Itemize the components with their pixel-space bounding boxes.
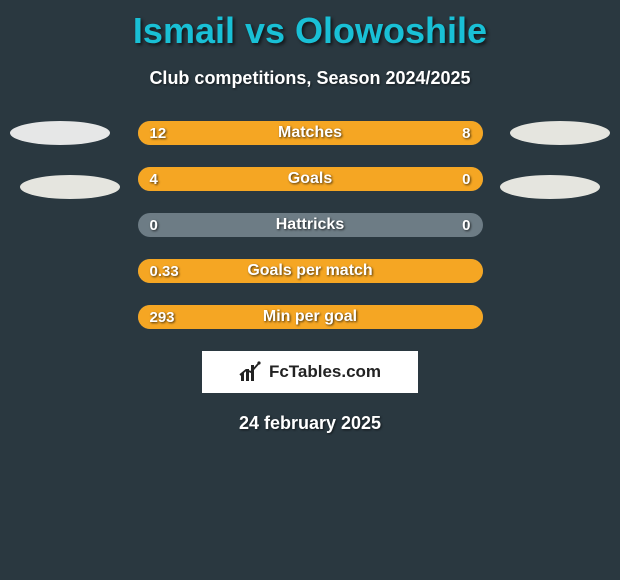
date-label: 24 february 2025 [0, 413, 620, 434]
stats-area: Matches128Goals40Hattricks00Goals per ma… [0, 121, 620, 329]
stat-label: Matches [138, 121, 483, 145]
stat-value-right: 8 [462, 121, 470, 145]
stat-value-left: 4 [150, 167, 158, 191]
page-title: Ismail vs Olowoshile [0, 0, 620, 52]
chart-icon [239, 361, 261, 383]
site-badge[interactable]: FcTables.com [202, 351, 418, 393]
stat-value-left: 0 [150, 213, 158, 237]
site-name: FcTables.com [269, 362, 381, 382]
page-subtitle: Club competitions, Season 2024/2025 [0, 68, 620, 89]
stat-row: Matches12 8 [138, 121, 483, 145]
stat-value-right: 0 [462, 213, 470, 237]
stat-value-left: 293 [150, 305, 175, 329]
player-left-shape-1 [10, 121, 110, 145]
player-left-shape-2 [20, 175, 120, 199]
player-right-shape-2 [500, 175, 600, 199]
stat-row: Hattricks0 0 [138, 213, 483, 237]
stat-value-right: 0 [462, 167, 470, 191]
stat-label: Goals [138, 167, 483, 191]
stat-label: Goals per match [138, 259, 483, 283]
stat-row: Goals4 0 [138, 167, 483, 191]
stat-label: Hattricks [138, 213, 483, 237]
stat-row: Goals per match0.33 [138, 259, 483, 283]
stat-row: Min per goal293 [138, 305, 483, 329]
stat-label: Min per goal [138, 305, 483, 329]
stat-value-left: 0.33 [150, 259, 179, 283]
player-right-shape-1 [510, 121, 610, 145]
stat-value-left: 12 [150, 121, 167, 145]
